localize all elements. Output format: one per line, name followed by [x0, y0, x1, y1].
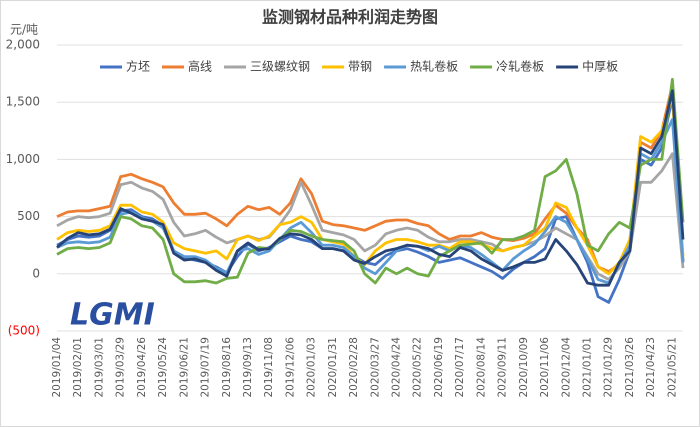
- watermark: LGMI: [70, 298, 155, 333]
- legend-label: 热轧卷板: [410, 59, 458, 74]
- x-tick-label: 2020/06/19: [433, 337, 445, 398]
- x-tick-label: 2019/08/16: [221, 337, 233, 398]
- legend-label: 带钢: [348, 60, 372, 74]
- x-tick-label: 2020/05/22: [412, 337, 424, 398]
- x-tick-label: 2019/07/19: [200, 337, 212, 398]
- legend-label: 冷轧卷板: [496, 59, 544, 74]
- x-tick-label: 2019/12/06: [284, 337, 296, 398]
- x-tick-label: 2019/03/29: [115, 337, 127, 398]
- series-line: [56, 95, 685, 276]
- x-tick-label: 2020/10/09: [518, 337, 530, 398]
- x-tick-label: 2021/05/21: [666, 337, 678, 398]
- x-tick-label: 2020/02/28: [348, 337, 360, 398]
- x-tick-label: 2019/05/24: [157, 337, 169, 398]
- y-tick-label: 0: [32, 266, 40, 280]
- legend-label: 三级螺纹钢: [250, 60, 310, 74]
- x-tick-label: 2020/04/24: [391, 337, 403, 398]
- x-tick-label: 2021/01/01: [582, 337, 594, 398]
- x-tick-label: 2020/08/14: [475, 337, 487, 398]
- x-tick-label: 2021/03/26: [624, 337, 636, 398]
- y-tick-label: (500): [8, 324, 40, 338]
- y-axis-label: 元/吨: [10, 23, 38, 37]
- x-tick-label: 2021/01/29: [603, 337, 615, 398]
- legend-label: 方坯: [126, 59, 150, 74]
- x-tick-label: 2019/03/01: [93, 337, 105, 398]
- x-tick-label: 2019/01/04: [51, 337, 63, 398]
- x-tick-label: 2020/12/04: [560, 337, 572, 398]
- y-tick-label: 2,000: [6, 38, 40, 52]
- x-tick-label: 2020/03/27: [369, 337, 381, 398]
- series-line: [56, 118, 685, 285]
- y-tick-label: 500: [17, 209, 40, 223]
- x-tick-label: 2019/11/08: [263, 337, 275, 398]
- legend-label: 中厚板: [582, 59, 618, 74]
- series-line: [56, 77, 685, 285]
- legend-label: 高线: [188, 59, 212, 74]
- x-tick-label: 2020/09/11: [497, 337, 509, 398]
- y-tick-label: 1,000: [6, 152, 40, 166]
- x-tick-label: 2019/04/26: [136, 337, 148, 398]
- chart-title: 监测钢材品种利润走势图: [262, 8, 438, 27]
- x-tick-label: 2020/11/06: [539, 337, 551, 398]
- x-tick-label: 2020/01/31: [327, 337, 339, 398]
- x-tick-label: 2019/09/13: [242, 337, 254, 398]
- y-tick-label: 1,500: [6, 95, 40, 109]
- x-tick-label: 2019/06/21: [178, 337, 190, 398]
- x-tick-label: 2020/07/17: [454, 337, 466, 398]
- series-line: [56, 89, 685, 287]
- x-tick-label: 2020/01/03: [306, 337, 318, 398]
- x-tick-label: 2019/02/01: [72, 337, 84, 398]
- x-tick-label: 2021/04/23: [645, 337, 657, 398]
